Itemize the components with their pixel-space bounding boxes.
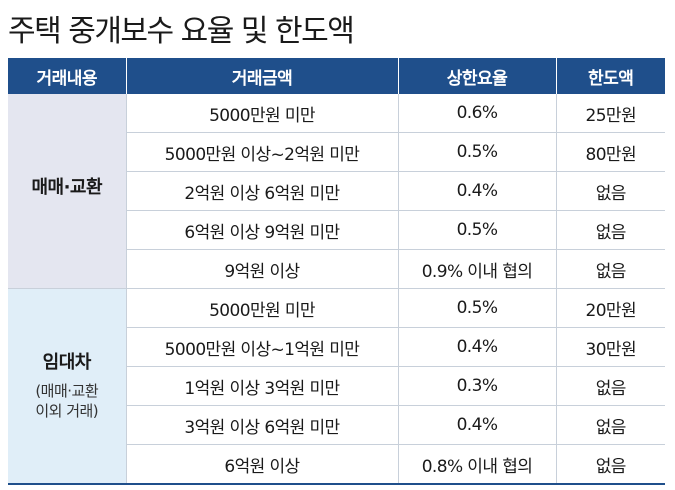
amount-cell: 5000만원 미만 [125,94,398,133]
amount-cell: 1억원 이상 3억원 미만 [125,366,398,406]
amount-cell: 5000만원 이상~1억원 미만 [125,327,398,367]
limit-cell: 없음 [555,249,665,289]
table-row: 9억원 이상 0.9% 이내 협의 없음 [8,249,665,289]
table-row: 1억원 이상 3억원 미만 0.3% 없음 [8,366,665,406]
amount-cell: 6억원 이상 9억원 미만 [125,210,398,250]
fee-table: 거래내용 거래금액 상한요율 한도액 매매·교환 5000만원 미만 0.6% … [8,58,665,485]
limit-cell: 25만원 [555,94,665,133]
header-limit: 한도액 [555,58,665,94]
rate-cell: 0.5% [397,132,556,172]
category-sale: 매매·교환 [8,94,126,289]
table-row: 임대차 (매매·교환 이외 거래) 5000만원 미만 0.5% 20만원 [8,288,665,485]
table-row: 매매·교환 5000만원 미만 0.6% 25만원 [8,94,665,289]
page-title: 주택 중개보수 요율 및 한도액 [8,14,355,49]
amount-cell: 5000만원 미만 [125,288,398,328]
table-row: 2억원 이상 6억원 미만 0.4% 없음 [8,171,665,211]
limit-cell: 없음 [555,366,665,406]
rate-cell: 0.5% [397,210,556,250]
amount-cell: 3억원 이상 6억원 미만 [125,405,398,445]
limit-cell: 80만원 [555,132,665,172]
table-row: 6억원 이상 9억원 미만 0.5% 없음 [8,210,665,250]
rate-cell: 0.4% [397,327,556,367]
table-row: 3억원 이상 6억원 미만 0.4% 없음 [8,405,665,445]
category-label: 매매·교환 [31,176,103,198]
rate-cell: 0.5% [397,288,556,328]
limit-cell: 20만원 [555,288,665,328]
limit-cell: 30만원 [555,327,665,367]
rate-cell: 0.4% [397,171,556,211]
table-header-row: 거래내용 거래금액 상한요율 한도액 [8,58,665,94]
category-lease: 임대차 (매매·교환 이외 거래) [8,288,126,485]
limit-cell: 없음 [555,444,665,485]
category-note-line: (매매·교환 [35,381,99,400]
limit-cell: 없음 [555,405,665,445]
amount-cell: 5000만원 이상~2억원 미만 [125,132,398,172]
rate-cell: 0.6% [397,94,556,133]
limit-cell: 없음 [555,210,665,250]
table-row: 6억원 이상 0.8% 이내 협의 없음 [8,444,665,485]
table-row: 5000만원 이상~1억원 미만 0.4% 30만원 [8,327,665,367]
amount-cell: 9억원 이상 [125,249,398,289]
rate-cell: 0.9% 이내 협의 [397,249,556,289]
header-max-rate: 상한요율 [397,58,556,94]
table-row: 5000만원 이상~2억원 미만 0.5% 80만원 [8,132,665,172]
rate-cell: 0.3% [397,366,556,406]
rate-cell: 0.8% 이내 협의 [397,444,556,485]
header-transaction-amount: 거래금액 [125,58,398,94]
header-transaction-type: 거래내용 [8,58,126,94]
rate-cell: 0.4% [397,405,556,445]
amount-cell: 6억원 이상 [125,444,398,485]
category-note-line: 이외 거래) [35,402,99,421]
amount-cell: 2억원 이상 6억원 미만 [125,171,398,211]
category-label: 임대차 [42,351,92,373]
limit-cell: 없음 [555,171,665,211]
